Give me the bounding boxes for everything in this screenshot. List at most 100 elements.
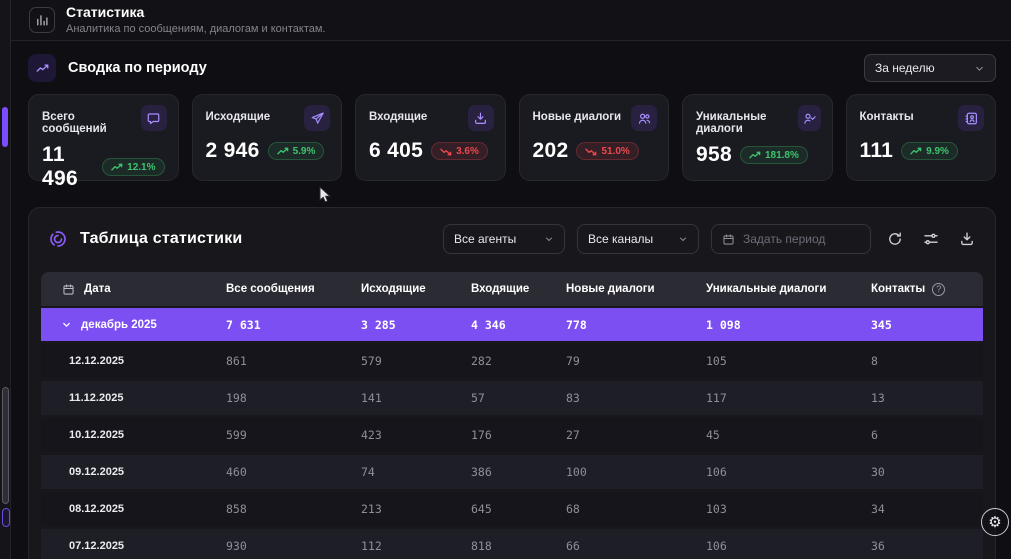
stat-card-value: 2 946 bbox=[205, 139, 260, 162]
trend-badge: 181.8% bbox=[739, 146, 808, 164]
stat-card-label: Входящие bbox=[369, 111, 428, 123]
column-header-date[interactable]: Дата bbox=[41, 283, 226, 296]
trend-arrow-icon bbox=[910, 147, 922, 156]
table-panel-header: Таблица статистики Все агенты Все каналы bbox=[47, 224, 979, 254]
stat-card-label: Всего сообщений bbox=[42, 111, 107, 135]
month-summary-row[interactable]: декабрь 2025 7 631 3 285 4 346 778 1 098… bbox=[41, 308, 983, 341]
table-controls: Все агенты Все каналы bbox=[443, 224, 979, 254]
trend-delta: 12.1% bbox=[127, 161, 156, 173]
chevron-down-icon bbox=[61, 319, 72, 330]
column-header-all-messages[interactable]: Все сообщения bbox=[226, 283, 315, 295]
row-value: 74 bbox=[361, 465, 375, 479]
row-value: 83 bbox=[566, 391, 580, 405]
trend-badge: 3.6% bbox=[431, 142, 488, 160]
column-header-outgoing[interactable]: Исходящие bbox=[361, 283, 426, 295]
row-value: 106 bbox=[706, 539, 727, 553]
row-value: 282 bbox=[471, 354, 492, 368]
stat-card: Контакты 111 9.9% bbox=[845, 94, 996, 181]
column-label: Дата bbox=[84, 283, 111, 295]
column-header-new-dialogs[interactable]: Новые диалоги bbox=[566, 283, 655, 295]
download-button[interactable] bbox=[955, 227, 979, 251]
summary-title: Сводка по периоду bbox=[68, 60, 207, 76]
users-icon bbox=[631, 105, 657, 131]
settings-fab[interactable]: ⚙ bbox=[981, 508, 1009, 536]
row-value: 112 bbox=[361, 539, 382, 553]
stat-card-value: 202 bbox=[532, 139, 569, 162]
row-value: 30 bbox=[871, 465, 885, 479]
column-header-unique-dialogs[interactable]: Уникальные диалоги bbox=[706, 283, 827, 295]
period-select-value: За неделю bbox=[875, 61, 935, 75]
row-value: 79 bbox=[566, 354, 580, 368]
table-body: 12.12.2025 861 579 282 79 105 8 11.12.20… bbox=[41, 344, 983, 559]
refresh-button[interactable] bbox=[883, 227, 907, 251]
stat-card-value: 958 bbox=[696, 143, 732, 166]
row-value: 423 bbox=[361, 428, 382, 442]
stat-card-label: Уникальные диалоги bbox=[696, 111, 767, 135]
page-title: Статистика bbox=[66, 4, 145, 20]
row-value: 68 bbox=[566, 502, 580, 516]
stats-table-panel: Таблица статистики Все агенты Все каналы bbox=[28, 207, 996, 559]
row-value: 861 bbox=[226, 354, 247, 368]
summary-value: 3 285 bbox=[361, 317, 396, 332]
period-date-input[interactable] bbox=[743, 232, 860, 246]
row-value: 34 bbox=[871, 502, 885, 516]
agents-select[interactable]: Все агенты bbox=[443, 224, 565, 254]
trend-badge: 5.9% bbox=[267, 142, 325, 160]
summary-value: 345 bbox=[871, 317, 892, 332]
row-value: 105 bbox=[706, 354, 727, 368]
chat-bubble-icon bbox=[140, 105, 167, 131]
table-row[interactable]: 09.12.2025 460 74 386 100 106 30 bbox=[41, 455, 983, 489]
row-value: 117 bbox=[706, 391, 727, 405]
trending-up-icon bbox=[28, 54, 56, 82]
table-title: Таблица статистики bbox=[80, 230, 243, 247]
channels-select-value: Все каналы bbox=[588, 232, 654, 246]
month-summary-toggle[interactable]: декабрь 2025 bbox=[41, 319, 226, 331]
row-value: 36 bbox=[871, 539, 885, 553]
summary-value: 7 631 bbox=[226, 317, 261, 332]
send-icon bbox=[304, 105, 330, 131]
table-row[interactable]: 12.12.2025 861 579 282 79 105 8 bbox=[41, 344, 983, 378]
row-value: 27 bbox=[566, 428, 580, 442]
row-value: 386 bbox=[471, 465, 492, 479]
bar-chart-icon bbox=[29, 7, 55, 33]
summary-value: 778 bbox=[566, 317, 587, 332]
chevron-down-icon bbox=[974, 63, 985, 74]
stat-card-value: 6 405 bbox=[369, 139, 424, 162]
trend-badge: 9.9% bbox=[901, 142, 958, 160]
stat-card-label: Исходящие bbox=[205, 111, 271, 123]
column-settings-button[interactable] bbox=[919, 227, 943, 251]
stat-card: Новые диалоги 202 51.0% bbox=[518, 94, 669, 181]
column-header-incoming[interactable]: Входящие bbox=[471, 283, 530, 295]
row-date: 10.12.2025 bbox=[69, 429, 125, 441]
table-row[interactable]: 07.12.2025 930 112 818 66 106 36 bbox=[41, 529, 983, 559]
period-date-field[interactable] bbox=[711, 224, 871, 254]
page-subtitle: Аналитика по сообщениям, диалогам и конт… bbox=[66, 23, 326, 35]
row-value: 57 bbox=[471, 391, 485, 405]
row-date: 12.12.2025 bbox=[69, 355, 125, 367]
trend-arrow-icon bbox=[440, 147, 452, 156]
row-value: 106 bbox=[706, 465, 727, 479]
row-value: 66 bbox=[566, 539, 580, 553]
row-value: 930 bbox=[226, 539, 247, 553]
table-row[interactable]: 10.12.2025 599 423 176 27 45 6 bbox=[41, 418, 983, 452]
chevron-down-icon bbox=[678, 234, 688, 244]
row-value: 599 bbox=[226, 428, 247, 442]
row-value: 198 bbox=[226, 391, 247, 405]
sidebar-scroll-thumb[interactable] bbox=[2, 387, 9, 504]
chevron-down-icon bbox=[544, 234, 554, 244]
sidebar-item-fragment[interactable] bbox=[2, 508, 10, 527]
period-select[interactable]: За неделю bbox=[864, 54, 996, 82]
row-value: 8 bbox=[871, 354, 878, 368]
row-value: 579 bbox=[361, 354, 382, 368]
row-date: 11.12.2025 bbox=[69, 392, 124, 404]
row-value: 213 bbox=[361, 502, 382, 516]
help-circle-icon[interactable]: ? bbox=[932, 282, 946, 296]
trend-delta: 5.9% bbox=[292, 145, 316, 157]
left-rail bbox=[0, 0, 11, 559]
column-header-contacts[interactable]: Контакты ? bbox=[871, 282, 983, 296]
inbox-download-icon bbox=[467, 105, 494, 131]
month-label: декабрь 2025 bbox=[81, 318, 157, 331]
table-row[interactable]: 11.12.2025 198 141 57 83 117 13 bbox=[41, 381, 983, 415]
channels-select[interactable]: Все каналы bbox=[577, 224, 699, 254]
table-row[interactable]: 08.12.2025 858 213 645 68 103 34 bbox=[41, 492, 983, 526]
